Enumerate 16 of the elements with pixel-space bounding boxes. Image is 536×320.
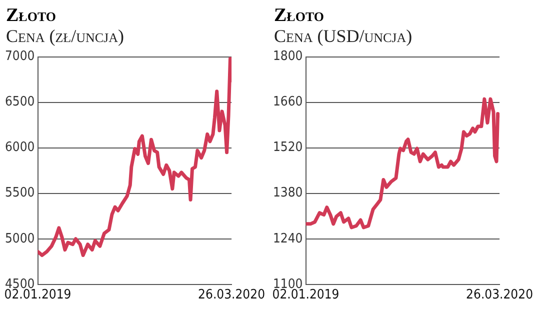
- y-tick-label: 6000: [4, 140, 35, 156]
- x-tick-label: 26.03.2020: [198, 288, 266, 303]
- chart-title: Złoto: [6, 5, 58, 26]
- chart-title: Złoto: [274, 5, 326, 26]
- y-tick-label: 7000: [4, 49, 35, 64]
- chart-subtitle: Cena (USD/uncja): [274, 26, 414, 46]
- y-tick-label: 1520: [272, 140, 303, 156]
- chart-subtitle: Cena (zł/uncja): [6, 26, 125, 46]
- y-tick-label: 5000: [4, 231, 35, 246]
- y-tick-label: 5500: [4, 186, 35, 201]
- y-tick-label: 1800: [272, 49, 303, 64]
- x-tick-label: 26.03.2020: [466, 288, 534, 303]
- y-tick-label: 1380: [272, 186, 303, 201]
- y-tick-label: 1660: [272, 94, 303, 110]
- y-tick-label: 6500: [4, 94, 35, 110]
- y-tick-label: 1240: [272, 231, 303, 246]
